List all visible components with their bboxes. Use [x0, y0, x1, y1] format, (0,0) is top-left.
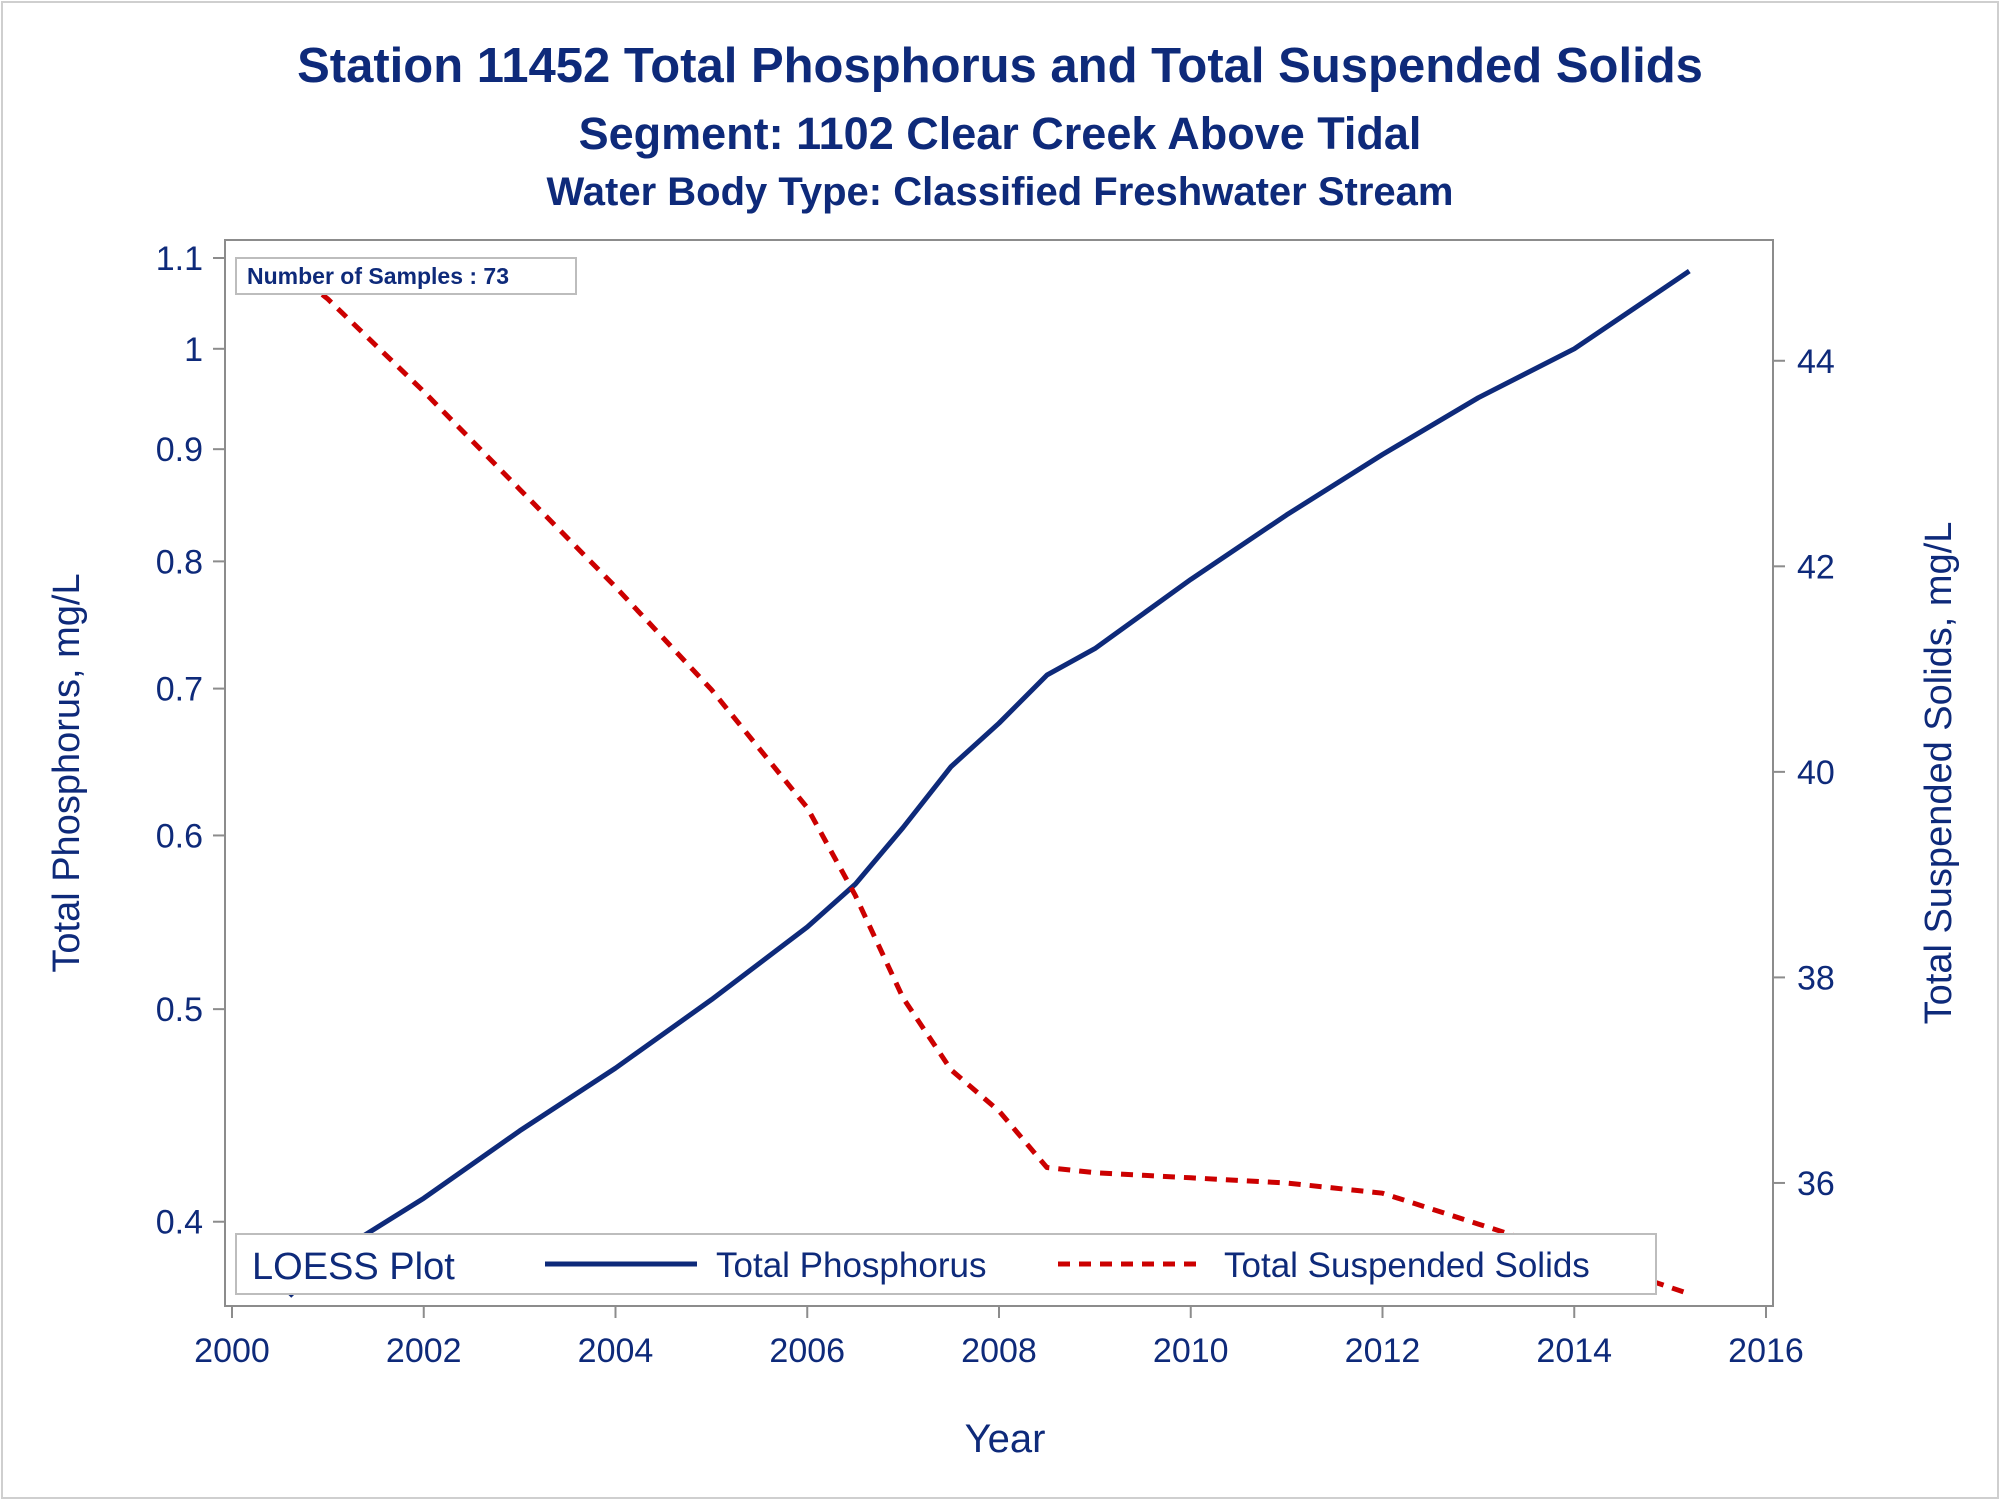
y2-tick-label: 44	[1797, 343, 1835, 381]
x-tick-label: 2016	[1728, 1332, 1804, 1370]
y-tick-label: 0.8	[156, 543, 203, 581]
y2-tick-label: 40	[1797, 754, 1835, 792]
y-tick-label: 1.1	[156, 240, 203, 278]
chart-title: Station 11452 Total Phosphorus and Total…	[297, 39, 1703, 93]
chart-subtitle-segment: Segment: 1102 Clear Creek Above Tidal	[578, 108, 1422, 159]
y-tick-label: 1	[184, 331, 203, 369]
legend-label-tss: Total Suspended Solids	[1224, 1246, 1590, 1285]
y-tick-label: 0.5	[156, 991, 203, 1029]
sample-count-box: Number of Samples : 73	[235, 257, 577, 295]
x-tick-label: 2004	[578, 1332, 654, 1370]
x-tick-label: 2002	[386, 1332, 462, 1370]
y-tick-label: 0.4	[156, 1204, 203, 1242]
left-axis: 0.4 0.5 0.6 0.7 0.8 0.9 1 1.1	[156, 240, 225, 1242]
y2-tick-label: 36	[1797, 1165, 1835, 1203]
chart-subtitle-water-body: Water Body Type: Classified Freshwater S…	[546, 170, 1454, 214]
y2-axis-label: Total Suspended Solids, mg/L	[1918, 522, 1960, 1025]
x-tick-label: 2006	[769, 1332, 845, 1370]
y-axis-label: Total Phosphorus, mg/L	[46, 573, 88, 972]
series-line-total-phosphorus	[287, 269, 1691, 1298]
legend-title: LOESS Plot	[252, 1246, 455, 1288]
y-tick-label: 0.7	[156, 671, 203, 709]
legend: LOESS Plot Total Phosphorus Total Suspen…	[235, 1233, 1657, 1295]
x-tick-label: 2012	[1345, 1332, 1421, 1370]
x-axis: 2000 2002 2004 2006 2008 2010 2012 2014 2016	[194, 1306, 1804, 1370]
legend-label-phosphorus: Total Phosphorus	[716, 1246, 986, 1285]
plot-area	[224, 239, 1774, 1307]
x-tick-label: 2010	[1153, 1332, 1229, 1370]
y2-tick-label: 38	[1797, 959, 1835, 997]
y2-tick-label: 42	[1797, 548, 1835, 586]
x-tick-label: 2000	[194, 1332, 270, 1370]
x-tick-label: 2008	[961, 1332, 1037, 1370]
y-tick-label: 0.9	[156, 431, 203, 469]
series-layer	[287, 266, 1691, 1298]
series-line-total-suspended-solids	[287, 266, 1691, 1297]
right-axis: 36 38 40 42 44	[1773, 343, 1835, 1203]
y-tick-label: 0.6	[156, 817, 203, 855]
x-axis-label: Year	[965, 1417, 1046, 1461]
x-tick-label: 2014	[1536, 1332, 1612, 1370]
sample-count-label: Number of Samples : 73	[247, 263, 509, 289]
